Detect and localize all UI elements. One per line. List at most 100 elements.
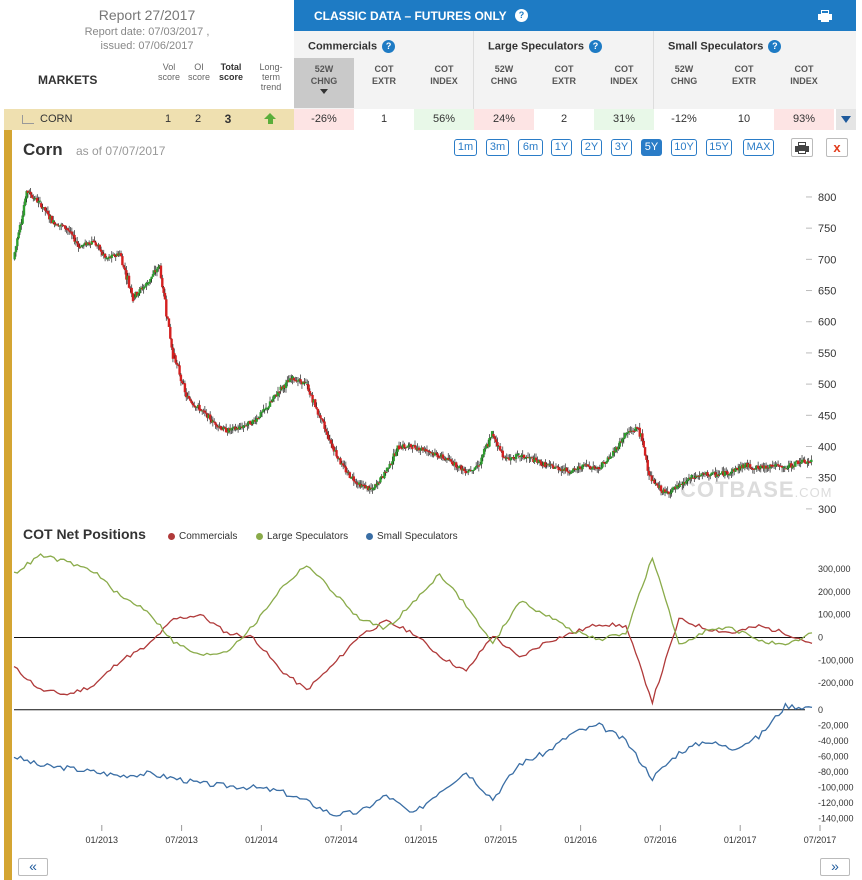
candle-body <box>417 447 421 451</box>
candle-body <box>796 460 800 465</box>
cot-value-cell: 24% <box>474 109 534 130</box>
column-header[interactable]: COT EXTR <box>731 64 756 86</box>
candle-body <box>300 381 304 385</box>
candle-body <box>784 468 788 470</box>
candle-body <box>166 316 169 319</box>
candle-body <box>308 391 312 395</box>
range-button-6m[interactable]: 6m <box>518 139 543 156</box>
candle-body <box>782 467 785 469</box>
candle-body <box>536 460 539 463</box>
candle-body <box>611 451 615 456</box>
candle-body <box>623 432 627 438</box>
as-of-date: as of 07/07/2017 <box>76 144 166 158</box>
candle-body <box>582 464 586 466</box>
range-button-2y[interactable]: 2Y <box>581 139 602 156</box>
help-icon[interactable]: ? <box>382 40 396 53</box>
x-tick-label: 01/2013 <box>86 835 119 845</box>
column-header[interactable]: COT INDEX <box>790 64 818 86</box>
range-button-1m[interactable]: 1m <box>454 139 477 156</box>
range-button-3y[interactable]: 3Y <box>611 139 632 156</box>
print-chart-button[interactable] <box>791 138 813 157</box>
column-header[interactable]: COT EXTR <box>551 64 576 86</box>
market-row-corn[interactable]: CORN 1 2 3 -26% 1 56% 24% 2 31% -12% 10 93% <box>4 109 856 130</box>
candle-body <box>142 286 145 290</box>
candle-body <box>135 292 139 296</box>
candle-body <box>395 451 398 456</box>
range-button-10y[interactable]: 10Y <box>671 139 697 156</box>
candle-body <box>381 476 385 479</box>
candle-body <box>389 463 393 465</box>
candle-body <box>569 472 572 474</box>
range-button-1y[interactable]: 1Y <box>551 139 572 156</box>
column-header[interactable]: COT INDEX <box>430 64 458 86</box>
small-spec-y-tick-label: -20,000 <box>818 720 849 730</box>
price-y-tick-label: 550 <box>818 348 836 360</box>
range-button-3m[interactable]: 3m <box>486 139 509 156</box>
column-header[interactable]: COT INDEX <box>610 64 638 86</box>
range-button-max[interactable]: MAX <box>743 139 774 156</box>
candle-body <box>97 244 100 246</box>
candle-body <box>493 436 496 440</box>
candle-body <box>594 468 598 470</box>
candle-body <box>33 198 36 200</box>
candle-body <box>403 444 406 448</box>
candle-body <box>509 457 512 461</box>
candle-body <box>588 466 591 468</box>
candle-body <box>41 207 44 209</box>
help-icon[interactable]: ? <box>768 40 782 53</box>
candle-body <box>327 434 330 440</box>
price-y-tick-label: 600 <box>818 317 836 329</box>
range-button-15y[interactable]: 15Y <box>706 139 732 156</box>
candle-body <box>37 201 40 203</box>
candle-body <box>340 463 344 465</box>
prev-period-button[interactable]: « <box>18 858 48 876</box>
market-cell[interactable]: CORN 1 2 3 <box>4 109 294 130</box>
candle-body <box>496 442 499 447</box>
candle-body <box>449 459 453 462</box>
candle-body <box>585 464 588 466</box>
candle-body <box>29 191 32 195</box>
next-period-button[interactable]: » <box>820 858 850 876</box>
chart-title: Corn <box>23 140 63 159</box>
candle-body <box>779 465 782 467</box>
row-dropdown-button[interactable] <box>836 109 856 130</box>
candle-body <box>107 256 111 259</box>
column-header[interactable]: COT EXTR <box>371 64 396 86</box>
print-icon[interactable] <box>818 10 832 22</box>
candle-body <box>731 469 735 472</box>
column-header[interactable]: 52W CHNG <box>670 64 698 86</box>
candle-body <box>115 253 119 257</box>
candle-body <box>775 464 778 466</box>
candle-body <box>272 395 276 399</box>
column-header[interactable]: 52W CHNG <box>490 64 518 86</box>
candle-body <box>58 225 62 227</box>
candle-body <box>657 485 660 488</box>
candle-body <box>723 471 727 476</box>
candle-body <box>396 445 399 452</box>
total-score: 3 <box>224 112 232 126</box>
column-header[interactable]: 52W CHNG <box>294 58 354 108</box>
candle-body <box>477 465 481 467</box>
candle-body <box>468 469 471 472</box>
candle-body <box>154 270 157 273</box>
candle-body <box>254 420 257 422</box>
candle-body <box>75 241 79 244</box>
candle-body <box>707 475 711 477</box>
candle-body <box>525 457 528 459</box>
candle-body <box>393 453 397 456</box>
candle-body <box>303 381 306 383</box>
candle-body <box>730 471 733 474</box>
candle-body <box>105 257 108 259</box>
candle-body <box>298 379 301 381</box>
candle-body <box>703 473 707 475</box>
range-button-5y[interactable]: 5Y <box>641 139 662 156</box>
candle-body <box>169 326 172 339</box>
candle-body <box>435 452 438 454</box>
help-icon[interactable]: ? <box>515 9 528 22</box>
help-icon[interactable]: ? <box>588 40 602 53</box>
close-chart-button[interactable]: x <box>826 138 848 157</box>
candle-body <box>795 460 798 462</box>
candle-body <box>260 411 264 413</box>
candle-body <box>498 446 502 451</box>
candle-body <box>425 449 429 451</box>
